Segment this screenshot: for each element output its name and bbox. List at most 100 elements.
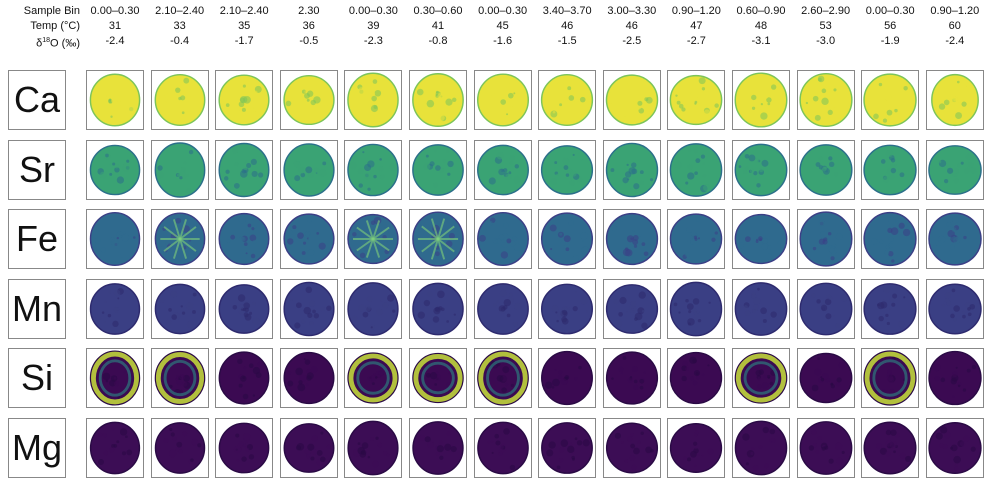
map-cell-si-4 — [279, 348, 338, 408]
map-cell-si-10 — [667, 348, 726, 408]
map-cell-sr-4 — [279, 139, 338, 200]
column-d18o-13: -1.9 — [880, 35, 900, 47]
map-cell-sr-13 — [861, 139, 920, 200]
map-cell-fe-4 — [279, 209, 338, 269]
map-cell-mg-9 — [602, 417, 661, 478]
map-cell-mn-7 — [473, 278, 532, 339]
map-cell-mg-5 — [344, 417, 403, 478]
column-d18o-8: -1.5 — [557, 35, 577, 47]
map-cell-mg-1 — [86, 417, 144, 478]
column-temp-1: 31 — [108, 20, 122, 32]
map-cell-ca-10 — [667, 70, 726, 130]
map-cell-mn-3 — [215, 278, 274, 339]
map-cell-sr-10 — [667, 139, 726, 200]
map-cell-mg-4 — [279, 417, 338, 478]
map-cell-mg-6 — [409, 417, 467, 478]
column-temp-13: 56 — [884, 20, 897, 32]
column-temp-9: 46 — [625, 20, 638, 32]
map-cell-sr-5 — [344, 139, 403, 200]
row-label-ca: Ca — [8, 70, 66, 130]
map-cell-fe-3 — [215, 209, 274, 269]
map-cell-si-12 — [796, 348, 855, 408]
map-cell-sr-3 — [215, 139, 274, 200]
map-cell-sr-2 — [150, 139, 209, 200]
map-cell-ca-1 — [86, 70, 144, 130]
header-temp-label: Temp (°C) — [30, 20, 80, 32]
column-bin-5: 0.00–0.30 — [348, 5, 398, 17]
map-cell-si-8 — [538, 348, 597, 408]
d18o-superscript: 18 — [42, 37, 51, 44]
column-d18o-5: -2.3 — [363, 35, 383, 47]
map-cell-fe-6 — [409, 209, 467, 269]
map-cell-mn-1 — [86, 278, 144, 339]
map-cell-mn-6 — [409, 278, 467, 339]
column-bin-3: 2.10–2.40 — [219, 5, 269, 17]
map-cell-ca-3 — [215, 70, 274, 130]
map-cell-mg-10 — [667, 417, 726, 478]
map-cell-si-5 — [344, 348, 403, 408]
map-cell-mn-9 — [602, 278, 661, 339]
map-cell-mn-14 — [925, 278, 984, 339]
row-label-fe: Fe — [8, 209, 66, 269]
map-cell-ca-2 — [150, 70, 209, 130]
column-temp-14: 60 — [948, 20, 961, 32]
map-cell-mn-12 — [796, 278, 855, 339]
map-cell-si-3 — [215, 348, 274, 408]
map-cell-fe-2 — [150, 209, 209, 269]
map-cell-si-9 — [602, 348, 661, 408]
map-cell-ca-5 — [344, 70, 403, 130]
column-d18o-10: -2.7 — [686, 35, 706, 47]
map-cell-mg-7 — [473, 417, 532, 478]
map-cell-si-1 — [86, 348, 144, 408]
column-temp-5: 39 — [367, 20, 380, 32]
map-cell-si-14 — [925, 348, 984, 408]
column-bin-1: 0.00–0.30 — [90, 5, 140, 17]
column-temp-4: 36 — [302, 20, 315, 32]
column-bin-9: 3.00–3.30 — [607, 5, 657, 17]
column-bin-10: 0.90–1.20 — [671, 5, 721, 17]
column-d18o-11: -3.1 — [751, 35, 771, 47]
map-cell-fe-5 — [344, 209, 403, 269]
map-cell-sr-6 — [409, 139, 467, 200]
map-cell-fe-12 — [796, 209, 855, 269]
header-sample-bin-label: Sample Bin — [23, 5, 80, 17]
column-temp-3: 35 — [238, 20, 251, 32]
column-bin-14: 0.90–1.20 — [930, 5, 980, 17]
map-cell-mn-10 — [667, 278, 726, 339]
column-d18o-3: -1.7 — [234, 35, 254, 47]
map-cell-sr-11 — [732, 139, 790, 200]
map-cell-si-6 — [409, 348, 467, 408]
map-cell-fe-1 — [86, 209, 144, 269]
column-bin-2: 2.10–2.40 — [155, 5, 205, 17]
column-temp-8: 46 — [561, 20, 574, 32]
map-cell-mn-11 — [732, 278, 790, 339]
header-d18o-label: δ18O (‰) — [0, 34, 80, 51]
column-d18o-7: -1.6 — [493, 35, 513, 47]
map-cell-ca-13 — [861, 70, 920, 130]
column-d18o-9: -2.5 — [622, 35, 642, 47]
map-cell-si-7 — [473, 348, 532, 408]
map-cell-fe-7 — [473, 209, 532, 269]
column-bin-4: 2.30 — [298, 5, 320, 17]
map-cell-fe-9 — [602, 209, 661, 269]
map-cell-ca-8 — [538, 70, 597, 130]
column-temp-10: 47 — [690, 20, 703, 32]
map-cell-mn-2 — [150, 278, 209, 339]
map-cell-si-11 — [732, 348, 790, 408]
map-cell-ca-14 — [925, 70, 984, 130]
map-cell-sr-14 — [925, 139, 984, 200]
d18o-prefix: δ — [36, 37, 43, 50]
map-cell-sr-12 — [796, 139, 855, 200]
map-cell-mn-4 — [279, 278, 338, 339]
column-d18o-6: -0.8 — [428, 35, 448, 47]
column-bin-13: 0.00–0.30 — [865, 5, 915, 17]
column-d18o-14: -2.4 — [945, 35, 965, 47]
map-cell-si-13 — [861, 348, 920, 408]
column-d18o-2: -0.4 — [170, 35, 190, 47]
column-temp-12: 53 — [819, 20, 832, 32]
column-bin-11: 0.60–0.90 — [736, 5, 786, 17]
column-temp-11: 48 — [754, 20, 768, 32]
map-cell-mg-14 — [925, 417, 984, 478]
column-temp-2: 33 — [173, 20, 186, 32]
column-d18o-12: -3.0 — [816, 35, 836, 47]
